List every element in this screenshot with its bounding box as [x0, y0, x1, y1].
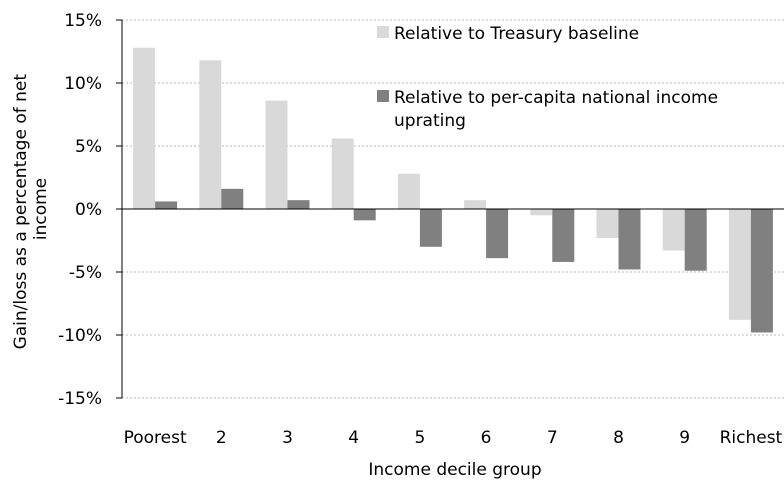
- bar-treasury: [199, 60, 222, 209]
- bar-treasury: [596, 209, 619, 238]
- x-tick-label: 8: [613, 428, 624, 448]
- y-tick-label: 10%: [64, 74, 102, 94]
- bar-treasury: [331, 138, 354, 209]
- bar-national-income: [618, 209, 641, 270]
- bar-treasury: [662, 209, 685, 251]
- bar-national-income: [684, 209, 707, 271]
- x-tick-label: Richest: [720, 428, 783, 448]
- legend: Relative to Treasury baseline Relative t…: [377, 24, 723, 131]
- bar-national-income: [155, 201, 178, 209]
- bar-treasury: [728, 209, 751, 320]
- bar-treasury: [464, 200, 487, 209]
- x-tick-label: 6: [481, 428, 492, 448]
- bar-national-income: [486, 209, 509, 259]
- x-axis-title: Income decile group: [368, 460, 541, 480]
- x-tick-label: 3: [282, 428, 293, 448]
- bar-treasury: [397, 173, 420, 209]
- bar-treasury: [530, 209, 553, 216]
- bar-national-income: [552, 209, 575, 262]
- bar-treasury: [265, 100, 288, 209]
- bar-national-income: [419, 209, 442, 247]
- bar-national-income: [353, 209, 376, 221]
- bar-national-income: [750, 209, 773, 333]
- legend-label-treasury: Relative to Treasury baseline: [394, 24, 639, 44]
- bars: [133, 47, 773, 333]
- legend-label-national-income-line-1: Relative to per-capita national income: [394, 88, 718, 108]
- x-tick-label: Poorest: [124, 428, 187, 448]
- bar-national-income: [221, 188, 244, 209]
- legend-swatch-national-income: [377, 90, 389, 102]
- y-tick-label: 5%: [75, 137, 102, 157]
- x-tick-label: 9: [679, 428, 690, 448]
- y-axis-title-line-2: income: [31, 178, 51, 240]
- bar-national-income: [287, 200, 310, 209]
- bar-treasury: [133, 47, 156, 209]
- y-tick-label: -5%: [69, 263, 102, 283]
- x-tick-label: 2: [216, 428, 227, 448]
- x-tick-label: 5: [414, 428, 425, 448]
- y-tick-label: -15%: [58, 389, 102, 409]
- y-axis-title-line-1: Gain/loss as a percentage of net: [11, 74, 31, 350]
- legend-label-national-income-line-2: uprating: [394, 111, 466, 131]
- x-tick-labels: Poorest 2 3 4 5 6 7 8 9 Richest: [124, 428, 783, 448]
- y-tick-labels: 15% 10% 5% 0% -5% -10% -15%: [58, 11, 122, 409]
- x-tick-label: 7: [547, 428, 558, 448]
- x-tick-label: 4: [348, 428, 359, 448]
- y-tick-label: 15%: [64, 11, 102, 31]
- y-axis-title: Gain/loss as a percentage of net income: [11, 69, 51, 350]
- legend-label-national-income: Relative to per-capita national income u…: [394, 88, 723, 131]
- legend-swatch-treasury: [377, 26, 389, 38]
- y-tick-label: -10%: [58, 326, 102, 346]
- y-tick-label: 0%: [75, 200, 102, 220]
